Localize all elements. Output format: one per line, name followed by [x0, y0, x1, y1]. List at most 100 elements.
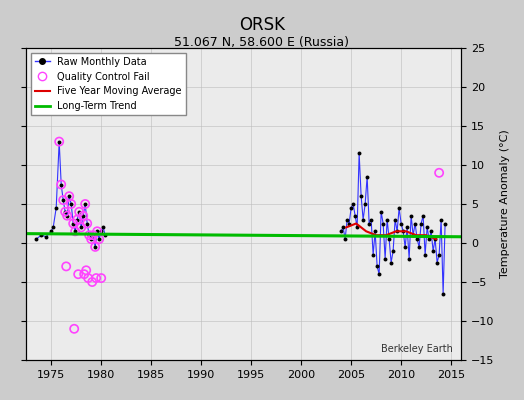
Point: [425, 236, 433, 242]
Point: [383, 216, 391, 223]
Point: [357, 193, 365, 199]
Point: [421, 252, 429, 258]
Point: [70, 326, 79, 332]
Point: [59, 197, 68, 203]
Point: [423, 224, 431, 230]
Point: [89, 232, 97, 238]
Point: [55, 138, 63, 145]
Point: [71, 228, 79, 234]
Point: [385, 236, 394, 242]
Point: [87, 236, 95, 242]
Point: [75, 209, 83, 215]
Point: [367, 216, 375, 223]
Point: [419, 212, 427, 219]
Point: [437, 216, 445, 223]
Point: [77, 224, 85, 230]
Point: [343, 216, 351, 223]
Point: [387, 259, 395, 266]
Point: [65, 193, 73, 199]
Point: [397, 220, 406, 227]
Point: [63, 212, 71, 219]
Point: [371, 228, 379, 234]
Legend: Raw Monthly Data, Quality Control Fail, Five Year Moving Average, Long-Term Tren: Raw Monthly Data, Quality Control Fail, …: [31, 53, 185, 115]
Point: [389, 248, 397, 254]
Point: [69, 220, 78, 227]
Point: [92, 275, 101, 281]
Point: [97, 275, 105, 281]
Point: [79, 212, 88, 219]
Point: [61, 209, 69, 215]
Point: [85, 232, 93, 238]
Point: [337, 228, 345, 234]
Point: [439, 290, 447, 297]
Point: [407, 212, 416, 219]
Point: [91, 244, 100, 250]
Point: [74, 271, 82, 278]
Point: [377, 209, 385, 215]
Point: [77, 224, 85, 230]
Point: [85, 232, 93, 238]
Point: [429, 248, 438, 254]
Point: [87, 236, 95, 242]
Point: [83, 220, 91, 227]
Point: [52, 205, 60, 211]
Point: [373, 263, 381, 270]
Point: [399, 228, 407, 234]
Point: [405, 255, 413, 262]
Point: [369, 252, 377, 258]
Point: [99, 224, 107, 230]
Point: [95, 236, 103, 242]
Point: [351, 212, 359, 219]
Point: [71, 228, 79, 234]
Point: [91, 244, 100, 250]
Point: [391, 216, 399, 223]
Point: [393, 228, 401, 234]
Point: [403, 224, 411, 230]
Text: ORSK: ORSK: [239, 16, 285, 34]
Point: [363, 174, 372, 180]
Point: [67, 201, 75, 207]
Point: [345, 220, 353, 227]
Point: [73, 216, 81, 223]
Point: [359, 216, 367, 223]
Point: [349, 201, 357, 207]
Point: [84, 275, 92, 281]
Point: [97, 228, 105, 234]
Text: 51.067 N, 58.600 E (Russia): 51.067 N, 58.600 E (Russia): [174, 36, 350, 49]
Point: [379, 220, 387, 227]
Point: [431, 236, 439, 242]
Point: [62, 263, 70, 270]
Point: [409, 232, 417, 238]
Point: [427, 228, 435, 234]
Point: [82, 267, 90, 274]
Point: [89, 232, 97, 238]
Point: [67, 201, 75, 207]
Point: [47, 228, 56, 234]
Point: [401, 244, 409, 250]
Point: [101, 232, 110, 238]
Point: [395, 205, 403, 211]
Point: [83, 220, 91, 227]
Point: [353, 224, 362, 230]
Point: [415, 244, 423, 250]
Point: [80, 271, 89, 278]
Point: [57, 181, 66, 188]
Point: [79, 212, 88, 219]
Y-axis label: Temperature Anomaly (°C): Temperature Anomaly (°C): [500, 130, 510, 278]
Point: [347, 205, 355, 211]
Point: [95, 236, 103, 242]
Point: [57, 181, 66, 188]
Point: [417, 220, 425, 227]
Point: [433, 259, 441, 266]
Point: [81, 201, 90, 207]
Point: [49, 224, 58, 230]
Point: [93, 228, 101, 234]
Point: [355, 150, 363, 156]
Point: [341, 236, 350, 242]
Point: [339, 224, 347, 230]
Point: [42, 234, 50, 240]
Point: [88, 279, 96, 285]
Point: [75, 209, 83, 215]
Point: [59, 197, 68, 203]
Point: [69, 220, 78, 227]
